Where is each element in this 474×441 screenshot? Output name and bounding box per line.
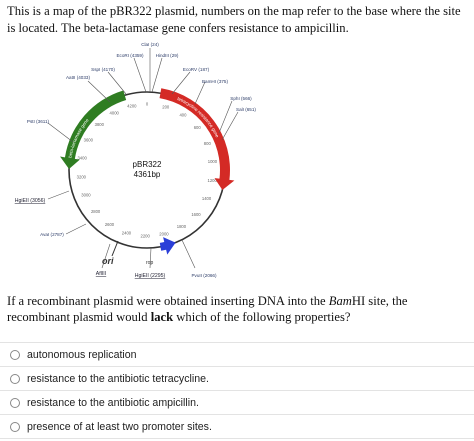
tick-label: 1400 (202, 196, 212, 201)
site-pvuii: PvuII (2066) (191, 273, 216, 278)
site-sphi: SphI (566) (230, 96, 252, 101)
tick-label: 1200 (208, 178, 218, 183)
question-pre: If a recombinant plasmid were obtained i… (7, 294, 329, 308)
tick-label: 2000 (159, 231, 169, 236)
tick-label: 4200 (127, 103, 137, 108)
site-hgieii-3056: HgiEII (3056) (15, 198, 46, 204)
question-enzyme: Bam (328, 294, 352, 308)
answer-option-label: autonomous replication (27, 348, 137, 361)
ori-marker: ori (102, 240, 119, 266)
question-mid: HI site, the recombinant plasmid would (7, 294, 408, 324)
site-ecori: EcoRI (4359) (116, 53, 144, 58)
tick-label: 2400 (122, 230, 132, 235)
tick-label: 4000 (110, 110, 120, 115)
answer-option-label: resistance to the antibiotic tetracyclin… (27, 372, 209, 385)
site-sspi: SspI (4170) (91, 67, 115, 72)
beta-lactamase-gene-arc (60, 90, 127, 169)
tick-label: 3000 (81, 193, 91, 198)
site-hgieii-2295: HgiEII (2295) (135, 273, 166, 279)
radio-button[interactable] (10, 421, 20, 432)
site-hindiii: HindIII (29) (156, 53, 179, 58)
tick-label: 3600 (84, 137, 94, 142)
plasmid-size: 4361bp (134, 170, 161, 179)
tick-label: 3800 (95, 122, 105, 127)
question-text: If a recombinant plasmid were obtained i… (7, 293, 469, 325)
site-bamhi: BamHI (375) (202, 79, 229, 84)
tick-label: 800 (204, 141, 212, 146)
answer-option-label: presence of at least two promoter sites. (27, 420, 212, 433)
tick-label: 1000 (208, 159, 218, 164)
site-ecorv: EcoRV (187) (183, 67, 210, 72)
answer-option[interactable]: resistance to the antibiotic ampicillin. (0, 390, 474, 414)
question-post: which of the following properties? (173, 310, 351, 324)
site-psti: PstI (3611) (27, 119, 50, 124)
rop-label: rop (146, 260, 153, 266)
site-sali: SalI (651) (236, 107, 256, 112)
site-aatii: AatII (4033) (66, 75, 90, 80)
rop-gene-arc (159, 237, 176, 255)
question-emphasis: lack (150, 310, 174, 324)
answer-option-label: resistance to the antibiotic ampicillin. (27, 396, 199, 409)
tick-label: 2200 (140, 234, 150, 239)
radio-button[interactable] (10, 373, 20, 384)
answer-options: autonomous replication resistance to the… (0, 342, 474, 439)
tetracycline-gene-arc (159, 88, 235, 190)
site-avai: AvaI (2787) (40, 232, 64, 237)
tick-label: 0 (146, 102, 149, 107)
position-ticks: 0 200 400 600 800 1000 1200 1400 1600 1800 2000 220… (77, 102, 218, 239)
plasmid-map: 0 200 400 600 800 1000 1200 1400 1600 1800 2000 220… (15, 42, 257, 279)
tick-label: 1600 (191, 212, 201, 217)
tick-label: 3200 (77, 174, 87, 179)
radio-button[interactable] (10, 349, 20, 360)
answer-option[interactable]: resistance to the antibiotic tetracyclin… (0, 366, 474, 390)
tick-label: 2600 (105, 222, 115, 227)
site-clai: ClaI (24) (141, 42, 159, 47)
answer-option[interactable]: presence of at least two promoter sites. (0, 414, 474, 439)
tick-label: 1800 (177, 224, 187, 229)
tick-label: 2800 (91, 209, 101, 214)
ori-label: ori (102, 256, 114, 266)
site-afliii: AflIII (96, 271, 106, 277)
plasmid-name: pBR322 (133, 160, 162, 169)
tick-label: 400 (179, 112, 187, 117)
answer-option[interactable]: autonomous replication (0, 342, 474, 366)
question-intro: This is a map of the pBR322 plasmid, num… (7, 4, 461, 35)
tick-label: 200 (162, 104, 170, 109)
tick-label: 3400 (77, 155, 87, 160)
tick-label: 600 (194, 125, 202, 130)
radio-button[interactable] (10, 397, 20, 408)
